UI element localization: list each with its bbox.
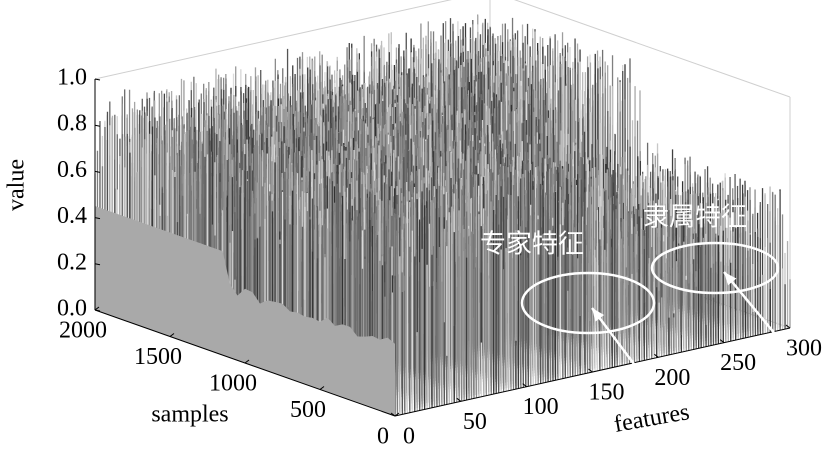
z-axis-label: value [4, 159, 30, 211]
box-edge [513, 0, 791, 98]
y-axis-label: samples [151, 402, 228, 428]
box-edge [94, 0, 452, 80]
surface-texture [94, 14, 791, 416]
